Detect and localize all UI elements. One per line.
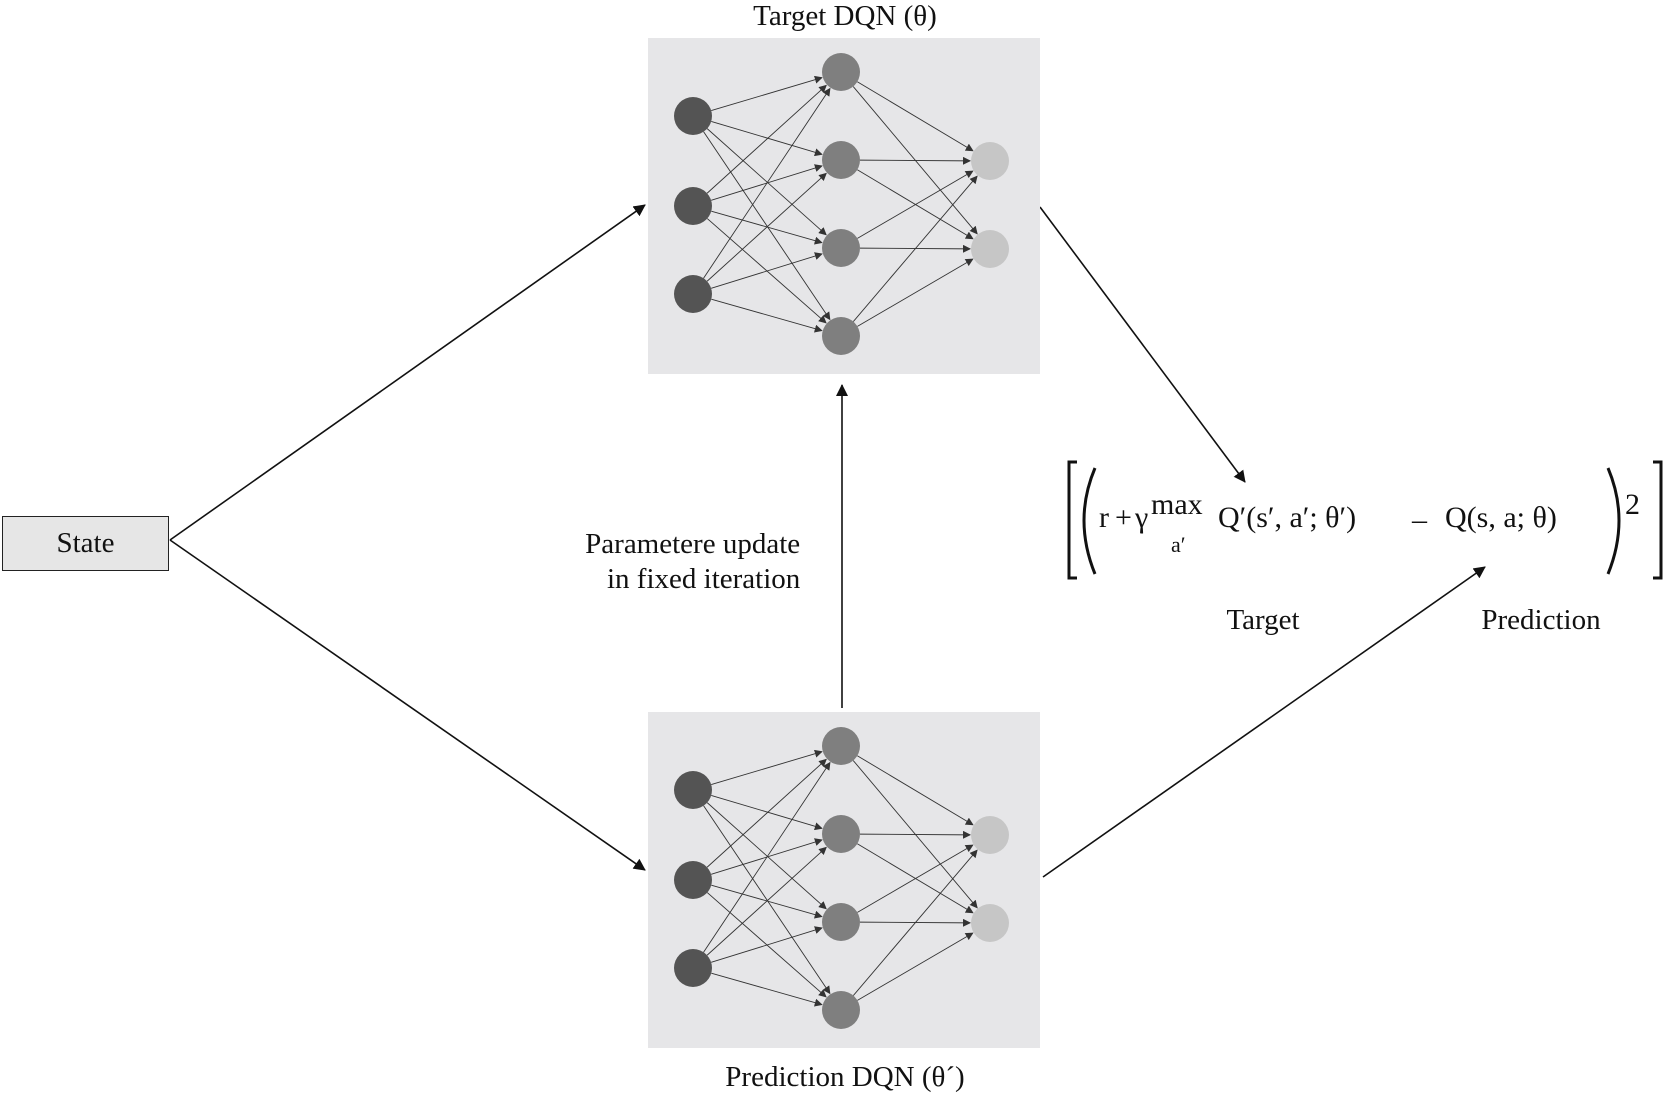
- network-edge: [857, 170, 974, 239]
- network-edge: [857, 844, 974, 913]
- network-edge: [706, 758, 827, 868]
- prediction-network-label: Prediction DQN (θ´): [725, 1061, 965, 1093]
- formula-plus: +: [1115, 501, 1132, 534]
- prediction-network-graph: [674, 727, 1009, 1029]
- state-box: State: [2, 516, 169, 571]
- formula-gamma: γ: [1135, 501, 1149, 534]
- network-edge: [852, 849, 978, 996]
- network-edge: [711, 252, 823, 289]
- network-edge: [706, 172, 827, 282]
- output-node: [971, 142, 1009, 180]
- hidden-node: [822, 903, 860, 941]
- network-edge: [711, 749, 823, 786]
- parameter-update-label: Parametere update in fixed iteration: [585, 527, 800, 597]
- parameter-update-line2: in fixed iteration: [607, 563, 801, 595]
- input-node: [674, 97, 712, 135]
- left-paren: [1082, 467, 1097, 575]
- network-edge: [706, 802, 827, 910]
- network-edge: [711, 972, 823, 1007]
- network-edge: [706, 128, 827, 236]
- output-node: [971, 230, 1009, 268]
- hidden-node: [822, 229, 860, 267]
- arrow-prediction-to-formula: [1042, 566, 1486, 878]
- network-edge: [859, 830, 972, 839]
- target-network-panel: [648, 38, 1040, 374]
- arrow-state-to-target: [169, 204, 646, 541]
- formula-exponent: 2: [1625, 488, 1640, 521]
- input-node: [674, 949, 712, 987]
- input-node: [674, 771, 712, 809]
- formula-max-subscript: a′: [1171, 532, 1186, 557]
- prediction-network-panel: [648, 712, 1040, 1048]
- network-edge: [711, 794, 823, 831]
- network-edge: [711, 926, 823, 963]
- formula-brackets: [1067, 460, 1663, 580]
- output-node: [971, 816, 1009, 854]
- input-node: [674, 861, 712, 899]
- network-edge: [859, 156, 972, 165]
- state-label: State: [56, 527, 115, 559]
- network-edge: [706, 84, 827, 194]
- left-square-bracket: [1067, 460, 1077, 580]
- hidden-node: [822, 317, 860, 355]
- right-square-bracket: [1653, 460, 1663, 580]
- network-edge: [703, 805, 831, 995]
- network-edge: [706, 846, 827, 956]
- input-node: [674, 187, 712, 225]
- arrow-state-to-prediction: [169, 539, 646, 871]
- hidden-node: [822, 815, 860, 853]
- formula-max: max: [1151, 488, 1203, 521]
- hidden-node: [822, 991, 860, 1029]
- output-node: [971, 904, 1009, 942]
- formula-minus: –: [1412, 503, 1427, 536]
- network-edge: [711, 120, 823, 157]
- formula-target-q: Q′(s′, a′; θ′): [1218, 501, 1357, 534]
- formula-r: r: [1099, 501, 1109, 534]
- hidden-node: [822, 727, 860, 765]
- network-edge: [703, 761, 831, 953]
- network-edge: [857, 81, 974, 152]
- network-edge: [852, 175, 978, 322]
- network-edge: [857, 755, 974, 826]
- network-edge: [711, 75, 823, 112]
- formula-prediction-q: Q(s, a; θ): [1445, 501, 1557, 534]
- right-paren: [1606, 467, 1621, 575]
- target-network-graph: [674, 53, 1009, 355]
- loss-formula: r + γ max a′ Q′(s′, a′; θ′) – Q(s, a; θ)…: [1065, 450, 1665, 590]
- network-edge: [711, 298, 823, 333]
- prediction-caption: Prediction: [1481, 604, 1601, 636]
- hidden-node: [822, 53, 860, 91]
- parameter-update-line1: Parametere update: [585, 528, 801, 560]
- network-edge: [857, 932, 974, 1001]
- target-caption: Target: [1226, 604, 1300, 636]
- input-node: [674, 275, 712, 313]
- target-network-label: Target DQN (θ): [753, 0, 937, 32]
- arrow-target-to-formula: [1039, 206, 1246, 483]
- network-edge: [857, 258, 974, 327]
- hidden-node: [822, 141, 860, 179]
- network-edge: [703, 87, 831, 279]
- network-edge: [703, 131, 831, 321]
